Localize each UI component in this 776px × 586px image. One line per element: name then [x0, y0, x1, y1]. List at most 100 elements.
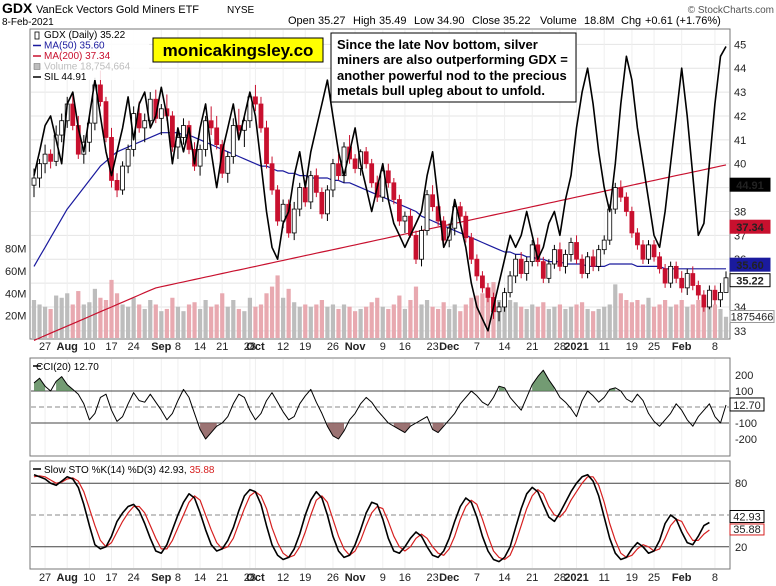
candle-body — [203, 120, 209, 150]
candle-body — [208, 120, 214, 129]
legend-swatch-volume — [33, 63, 41, 70]
bottom-x-tick: 8 — [175, 572, 181, 584]
candle-body — [607, 208, 613, 241]
candle-body — [313, 175, 319, 193]
legend-entry: SIL 44.91 — [44, 72, 87, 83]
candle-body — [612, 187, 618, 210]
volume-bar — [723, 316, 729, 338]
volume-bar — [70, 304, 75, 338]
price-x-tick: 26 — [327, 341, 339, 353]
ma50-series — [33, 132, 726, 270]
candle-body — [563, 254, 568, 267]
volume-bar — [640, 304, 646, 338]
candle-body — [646, 244, 651, 260]
volume-bar — [463, 304, 468, 338]
candle-body — [98, 84, 103, 103]
annotation-line-3: another powerful nod to the precious — [337, 68, 567, 83]
legend-entry: Volume 18,754,664 — [44, 62, 131, 73]
volume-bar — [712, 304, 718, 338]
candle-body — [480, 275, 485, 289]
candle-body — [214, 127, 220, 146]
open-label: Open — [288, 15, 315, 27]
candle-body — [225, 156, 231, 174]
candle-body — [706, 289, 712, 308]
candle-body — [590, 256, 596, 267]
candle-body — [546, 263, 552, 279]
volume-bar — [269, 286, 275, 338]
annotation-line-2: miners are also outperforming GDX = — [337, 52, 568, 67]
volume-bar — [37, 304, 42, 338]
ma200-line — [33, 164, 727, 341]
sil-series — [33, 46, 727, 332]
volume-bar — [679, 300, 684, 338]
sto-k-series — [33, 473, 710, 563]
candle-body — [219, 144, 225, 174]
volume-label: Volume — [540, 15, 577, 27]
sto-d-label: 35.88 — [189, 465, 214, 476]
volume-y-tick: 80M — [5, 244, 26, 256]
volume-bar — [485, 288, 491, 338]
bottom-x-tick: Feb — [672, 572, 692, 584]
candle-body — [125, 148, 131, 167]
candle-body — [673, 265, 679, 279]
volume-bar — [402, 308, 408, 338]
annotation-line-1: Since the late Nov bottom, silver — [337, 37, 538, 52]
cci-oversold-fill — [200, 423, 217, 439]
price-y-tick: 44 — [734, 63, 746, 75]
sto-d-badge: 35.88 — [733, 524, 761, 536]
volume-bar — [447, 308, 452, 338]
sil-badge: 44.91 — [736, 180, 764, 192]
bottom-x-tick: 17 — [105, 572, 117, 584]
volume-bar — [430, 306, 435, 338]
close-value: 35.22 — [503, 15, 531, 27]
volume-bar — [264, 293, 269, 338]
bottom-x-tick: 28 — [554, 572, 566, 584]
candle-body — [363, 151, 369, 165]
volume-bar — [413, 286, 419, 338]
price-x-tick: 10 — [83, 341, 95, 353]
candle-body — [319, 191, 325, 215]
volume-bar — [391, 304, 396, 338]
candle-body — [330, 163, 336, 191]
volume-bar — [607, 304, 612, 338]
candle-body — [37, 163, 42, 179]
volume-bar — [247, 297, 253, 338]
cci-overbought-fill — [532, 370, 555, 391]
volume-bar — [352, 311, 358, 338]
candle-body — [275, 189, 280, 222]
bottom-x-tick: 12 — [277, 572, 289, 584]
bottom-x-tick: Dec — [439, 572, 459, 584]
volume-bar — [458, 311, 463, 338]
volume-bar — [424, 300, 430, 338]
volume-bar — [186, 304, 192, 338]
volume-bar — [358, 308, 363, 338]
candle-body — [264, 127, 269, 165]
volume-bar — [513, 302, 518, 338]
cci-panel: 200 100 -100 -200 CCI(20) 12.70 12.70 — [31, 359, 765, 455]
volume-bar — [203, 300, 208, 338]
legend-entry: MA(200) 37.34 — [44, 51, 111, 62]
candle-body — [718, 291, 723, 301]
sil-badge-bg — [729, 177, 771, 192]
candle-body — [623, 196, 629, 212]
candle-body — [413, 234, 419, 260]
volume-bar — [602, 306, 607, 338]
close-badge: 35.22 — [736, 276, 764, 288]
candle-body — [103, 101, 109, 138]
volume-bar — [253, 306, 258, 338]
legend-entry: MA(50) 35.60 — [44, 41, 105, 52]
price-x-tick: 9 — [380, 341, 386, 353]
candle-body — [48, 153, 54, 162]
candle-body — [524, 261, 530, 274]
volume-y-axis: 20M 40M 60M 80M — [5, 244, 26, 323]
price-y-tick: 38 — [734, 206, 746, 218]
volume-bar — [579, 302, 585, 338]
volume-bar — [519, 306, 524, 338]
volume-bar — [397, 295, 402, 338]
bottom-x-tick: 19 — [299, 572, 311, 584]
volume-bar — [530, 304, 535, 338]
candle-body — [385, 170, 391, 184]
bottom-x-tick: 21 — [526, 572, 538, 584]
brand-label: monicakingsley.co — [163, 41, 314, 60]
volume-bar — [242, 311, 247, 338]
